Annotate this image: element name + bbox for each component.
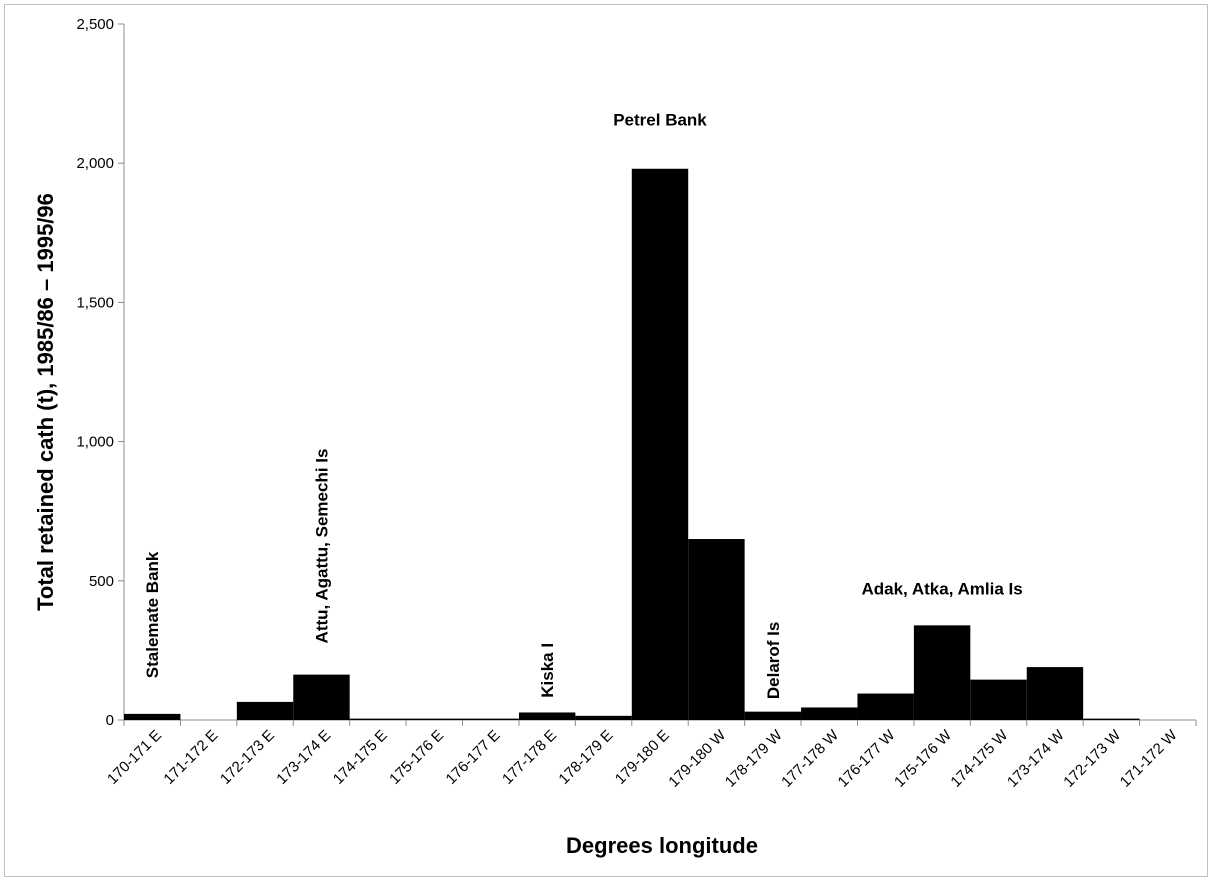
x-tick-label: 176-177 W [835, 726, 899, 790]
x-axis-title: Degrees longitude [566, 833, 758, 858]
annotation-label: Attu, Agattu, Semechi Is [312, 449, 331, 644]
x-tick-label: 173-174 E [273, 727, 334, 788]
x-tick-label: 176-177 E [443, 727, 504, 788]
x-tick-label: 171-172 E [160, 727, 221, 788]
x-tick-label: 174-175 E [330, 727, 391, 788]
x-tick-label: 178-179 E [555, 727, 616, 788]
x-tick-label: 171-172 W [1117, 726, 1181, 790]
x-tick-label: 172-173 E [217, 727, 278, 788]
bar [406, 718, 463, 720]
annotation-label: Petrel Bank [613, 111, 707, 130]
x-tick-label: 174-175 W [947, 726, 1011, 790]
bar [124, 713, 181, 720]
x-tick-label: 172-173 W [1060, 726, 1124, 790]
y-tick-label: 500 [89, 573, 114, 590]
bar [293, 674, 350, 720]
bar [1083, 718, 1140, 720]
y-tick-label: 1,500 [76, 294, 114, 311]
y-axis-title: Total retained cath (t), 1985/86 – 1995/… [33, 193, 58, 611]
bar [631, 168, 689, 720]
y-tick-label: 2,500 [76, 16, 114, 33]
bar [575, 715, 632, 720]
chart-frame [4, 4, 1208, 877]
x-tick-label: 177-178 E [499, 727, 560, 788]
bar [913, 625, 971, 720]
annotations: Stalemate Bank Attu, Agattu, Semechi Is Ki… [143, 111, 1023, 700]
y-tick-label: 2,000 [76, 155, 114, 172]
bar [857, 693, 914, 720]
bar [744, 711, 802, 720]
annotation-label: Stalemate Bank [143, 551, 162, 678]
x-tick-label: 173-174 W [1004, 726, 1068, 790]
x-tick-label: 179-180 E [612, 727, 673, 788]
bar [688, 539, 745, 720]
x-tick-label: 175-176 E [386, 727, 447, 788]
bar [349, 718, 407, 720]
x-tick-label: 177-178 W [778, 726, 842, 790]
bar [236, 701, 294, 720]
y-tick-label: 0 [106, 712, 114, 729]
x-tick-label: 170-171 E [104, 727, 165, 788]
x-tick-label: 178-179 W [722, 726, 786, 790]
bar [801, 707, 858, 720]
bar [1026, 667, 1084, 720]
bar [970, 679, 1027, 720]
x-tick-label: 175-176 W [891, 726, 955, 790]
y-tick-label: 1,000 [76, 434, 114, 451]
annotation-label: Kiska I [538, 643, 557, 698]
annotation-label: Delarof Is [764, 622, 783, 699]
annotation-label: Adak, Atka, Amlia Is [861, 580, 1022, 599]
x-tick-label: 179-180 W [665, 726, 729, 790]
bar [518, 712, 576, 720]
y-axis: 0 500 1,000 1,500 2,000 2,500 [76, 16, 125, 729]
bars [124, 168, 1140, 720]
bar [462, 718, 519, 720]
